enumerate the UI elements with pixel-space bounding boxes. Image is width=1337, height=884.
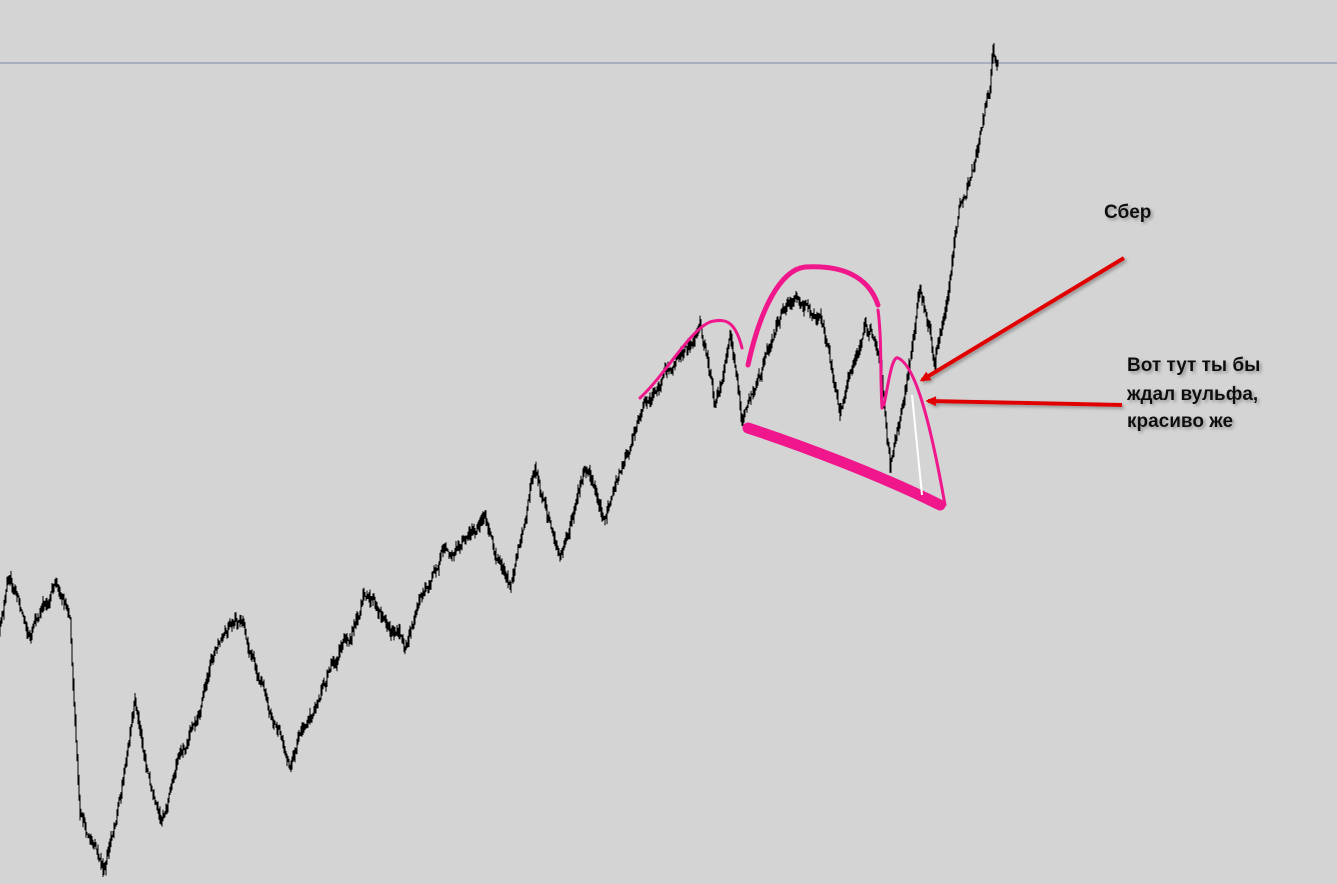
pattern-drawing [638, 264, 947, 511]
white-stroke [911, 394, 923, 496]
arc-2 [745, 264, 881, 368]
arc-3 [876, 308, 947, 507]
arc-1 [638, 318, 744, 400]
arrow-2 [928, 401, 1123, 407]
ticker-label: Сбер [1104, 202, 1151, 223]
note-line: ждал вульфа, [1126, 384, 1258, 405]
arrows [922, 256, 1126, 407]
note-line: Вот тут ты бы [1127, 355, 1260, 376]
note-line: красиво же [1127, 411, 1233, 432]
arrow-1 [922, 256, 1126, 382]
base-line [742, 422, 946, 511]
